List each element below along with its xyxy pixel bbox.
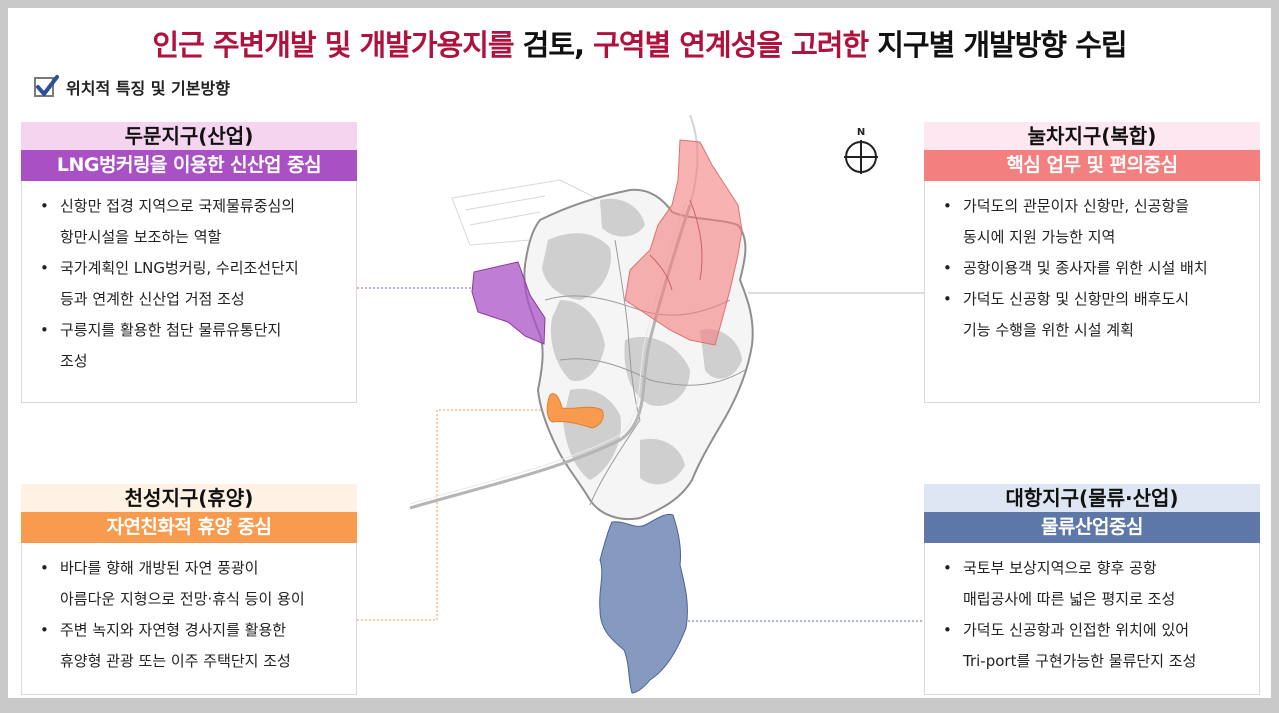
list-item: • 공항이용객 및 종사자를 위한 시설 배치 xyxy=(943,259,1208,277)
list-item: • 가덕도의 관문이자 신항만, 신공항을 동시에 지원 가능한 지역 xyxy=(943,197,1190,246)
bullet-line: 공항이용객 및 종사자를 위한 시설 배치 xyxy=(963,259,1208,277)
checkmark-icon xyxy=(34,75,59,97)
list-item: • 국토부 보상지역으로 향후 공항 매립공사에 따른 넓은 평지로 조성 xyxy=(943,559,1176,608)
zone-cheonseong: 천성지구(휴양) 자연친화적 휴양 중심 • 바다를 향해 개방된 자연 풍광이 아… xyxy=(21,484,357,695)
compass-icon xyxy=(844,140,878,174)
bullet-line: 바다를 향해 개방된 자연 풍광이 xyxy=(60,559,259,577)
bullet-line: 항만시설을 보조하는 역할 xyxy=(60,228,222,246)
bullet-line: 국가계획인 LNG벙커링, 수리조선단지 xyxy=(60,259,299,277)
list-item: • 가덕도 신공항과 인접한 위치에 있어 Tri-port를 구현가능한 물류단지… xyxy=(943,621,1197,670)
title-highlight-2: 구역별 연계성을 고려한 xyxy=(593,28,869,62)
bullet-line: 매립공사에 따른 넓은 평지로 조성 xyxy=(963,590,1176,608)
zone-name-nulcha: 눌차지구(복합) xyxy=(924,122,1260,150)
nulcha-district xyxy=(624,139,743,346)
zone-body-nulcha: • 가덕도의 관문이자 신항만, 신공항을 동시에 지원 가능한 지역 • 공항이용객… xyxy=(924,181,1260,403)
bullet-line: 구릉지를 활용한 첨단 물류유통단지 xyxy=(60,321,282,339)
leader-line-cheonseong xyxy=(357,409,548,621)
zone-theme-cheonseong: 자연친화적 휴양 중심 xyxy=(21,512,357,543)
bullet-line: 동시에 지원 가능한 지역 xyxy=(963,228,1116,246)
daehang-district xyxy=(599,513,688,694)
compass: N xyxy=(843,127,879,177)
zone-nulcha: 눌차지구(복합) 핵심 업무 및 편의중심 • 가덕도의 관문이자 신항만, 신공… xyxy=(924,122,1260,403)
zone-daehang: 대항지구(물류·산업) 물류산업중심 • 국토부 보상지역으로 향후 공항 매립공사… xyxy=(924,484,1260,695)
compass-north-label: N xyxy=(856,127,866,138)
bullet-line: 가덕도의 관문이자 신항만, 신공항을 xyxy=(963,197,1190,215)
bullet-line: 아름다운 지형으로 전망·휴식 등이 용이 xyxy=(60,590,305,608)
list-item: • 구릉지를 활용한 첨단 물류유통단지 조성 xyxy=(40,321,282,370)
bullet-line: Tri-port를 구현가능한 물류단지 조성 xyxy=(963,652,1197,670)
title-text-2: 지구별 개발방향 수립 xyxy=(868,28,1127,62)
zone-body-dumun: • 신항만 접경 지역으로 국제물류중심의 항만시설을 보조하는 역할 • 국가계획인… xyxy=(21,181,357,403)
bullet-line: 주변 녹지와 자연형 경사지를 활용한 xyxy=(60,621,287,639)
list-item: • 주변 녹지와 자연형 경사지를 활용한 휴양형 관광 또는 이주 주택단지 조성 xyxy=(40,621,291,670)
title-highlight-1: 인근 주변개발 및 개발가용지를 xyxy=(152,28,514,62)
subheading-text: 위치적 특징 및 기본방향 xyxy=(66,79,230,98)
list-item: • 신항만 접경 지역으로 국제물류중심의 항만시설을 보조하는 역할 xyxy=(40,197,296,246)
bullet-line: 휴양형 관광 또는 이주 주택단지 조성 xyxy=(60,652,291,670)
zone-theme-daehang: 물류산업중심 xyxy=(924,512,1260,543)
zone-name-daehang: 대항지구(물류·산업) xyxy=(924,484,1260,512)
bullet-line: 국토부 보상지역으로 향후 공항 xyxy=(963,559,1157,577)
page-title: 인근 주변개발 및 개발가용지를 검토, 구역별 연계성을 고려한 지구별 개발… xyxy=(0,22,1279,64)
zone-body-daehang: • 국토부 보상지역으로 향후 공항 매립공사에 따른 넓은 평지로 조성 • 가덕도… xyxy=(924,543,1260,695)
list-item: • 바다를 향해 개방된 자연 풍광이 아름다운 지형으로 전망·휴식 등이 용이 xyxy=(40,559,305,608)
section-subheading: 위치적 특징 및 기본방향 xyxy=(34,74,230,100)
zone-dumun: 두문지구(산업) LNG벙커링을 이용한 신산업 중심 • 신항만 접경 지역으로… xyxy=(21,122,357,403)
list-item: • 가덕도 신공항 및 신항만의 배후도시 기능 수행을 위한 시설 계획 xyxy=(943,290,1190,339)
dumun-district xyxy=(471,261,546,345)
nulcha-subdivision xyxy=(649,199,703,291)
bullet-line: 조성 xyxy=(60,352,88,370)
zone-name-cheonseong: 천성지구(휴양) xyxy=(21,484,357,512)
title-text-1: 검토, xyxy=(513,28,594,62)
bullet-line: 가덕도 신공항 및 신항만의 배후도시 xyxy=(963,290,1190,308)
bullet-line: 기능 수행을 위한 시설 계획 xyxy=(963,321,1134,339)
bullet-line: 등과 연계한 신산업 거점 조성 xyxy=(60,290,245,308)
zone-body-cheonseong: • 바다를 향해 개방된 자연 풍광이 아름다운 지형으로 전망·휴식 등이 용이 … xyxy=(21,543,357,695)
bullet-line: 신항만 접경 지역으로 국제물류중심의 xyxy=(60,197,296,215)
list-item: • 국가계획인 LNG벙커링, 수리조선단지 등과 연계한 신산업 거점 조성 xyxy=(40,259,299,308)
zone-theme-dumun: LNG벙커링을 이용한 신산업 중심 xyxy=(21,150,357,181)
zone-name-dumun: 두문지구(산업) xyxy=(21,122,357,150)
zone-theme-nulcha: 핵심 업무 및 편의중심 xyxy=(924,150,1260,181)
cheonseong-district xyxy=(546,393,604,429)
bullet-line: 가덕도 신공항과 인접한 위치에 있어 xyxy=(963,621,1190,639)
